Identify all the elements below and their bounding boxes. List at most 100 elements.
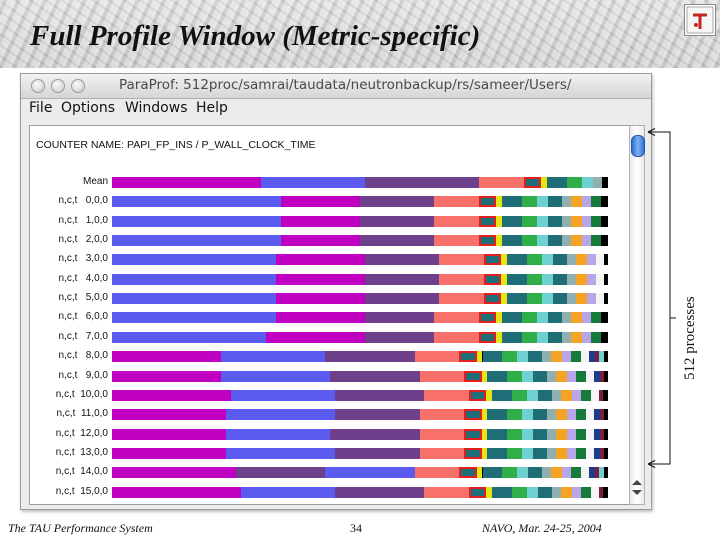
scroll-down-icon[interactable] xyxy=(632,490,642,495)
menu-options[interactable]: Options xyxy=(61,100,116,116)
scroll-thumb[interactable] xyxy=(631,135,645,157)
bar-segment[interactable] xyxy=(560,389,572,401)
bar-segment[interactable] xyxy=(464,370,482,382)
bar-segment[interactable] xyxy=(555,409,567,421)
bar-segment[interactable] xyxy=(537,215,548,227)
bar-segment[interactable] xyxy=(552,293,567,305)
profile-bar[interactable] xyxy=(112,428,608,440)
bar-segment[interactable] xyxy=(537,235,548,247)
bar-segment[interactable] xyxy=(598,389,603,401)
vertical-scrollbar[interactable] xyxy=(629,125,645,505)
bar-segment[interactable] xyxy=(459,467,477,479)
bar-segment[interactable] xyxy=(414,351,460,363)
bar-segment[interactable] xyxy=(547,235,562,247)
bar-segment[interactable] xyxy=(566,370,576,382)
bar-segment[interactable] xyxy=(595,273,604,285)
bar-segment[interactable] xyxy=(566,273,576,285)
bar-segment[interactable] xyxy=(502,215,523,227)
bar-segment[interactable] xyxy=(112,273,276,285)
bar-segment[interactable] xyxy=(330,428,420,440)
bar-segment[interactable] xyxy=(360,215,435,227)
bar-segment[interactable] xyxy=(552,254,567,266)
bar-segment[interactable] xyxy=(571,389,581,401)
bar-segment[interactable] xyxy=(502,312,523,324)
profile-bar[interactable] xyxy=(112,235,608,247)
bar-segment[interactable] xyxy=(590,389,599,401)
bar-segment[interactable] xyxy=(586,273,596,285)
profile-bar[interactable] xyxy=(112,389,608,401)
bar-segment[interactable] xyxy=(434,312,480,324)
bar-segment[interactable] xyxy=(575,293,587,305)
bar-segment[interactable] xyxy=(487,409,508,421)
zoom-icon[interactable] xyxy=(71,79,85,93)
bar-segment[interactable] xyxy=(566,428,576,440)
bar-segment[interactable] xyxy=(512,389,528,401)
bar-segment[interactable] xyxy=(533,428,547,440)
bar-segment[interactable] xyxy=(586,293,596,305)
bar-segment[interactable] xyxy=(487,428,508,440)
bar-segment[interactable] xyxy=(593,409,600,421)
bar-segment[interactable] xyxy=(598,351,604,363)
bar-segment[interactable] xyxy=(522,428,534,440)
bar-segment[interactable] xyxy=(112,428,227,440)
bar-segment[interactable] xyxy=(590,312,601,324)
bar-segment[interactable] xyxy=(236,467,326,479)
bar-segment[interactable] xyxy=(464,428,482,440)
bar-segment[interactable] xyxy=(112,331,266,343)
profile-bar[interactable] xyxy=(112,273,608,285)
bar-segment[interactable] xyxy=(570,235,582,247)
bar-segment[interactable] xyxy=(112,254,276,266)
bar-segment[interactable] xyxy=(419,409,465,421)
bar-segment[interactable] xyxy=(501,293,508,305)
bar-segment[interactable] xyxy=(481,370,488,382)
profile-bar[interactable] xyxy=(112,215,608,227)
bar-segment[interactable] xyxy=(496,215,503,227)
bar-segment[interactable] xyxy=(496,235,503,247)
bar-segment[interactable] xyxy=(581,177,593,188)
bar-segment[interactable] xyxy=(522,235,538,247)
bar-segment[interactable] xyxy=(561,351,571,363)
bar-segment[interactable] xyxy=(542,351,551,363)
bar-segment[interactable] xyxy=(575,273,587,285)
bar-segment[interactable] xyxy=(533,370,547,382)
bar-segment[interactable] xyxy=(594,351,599,363)
bar-segment[interactable] xyxy=(522,196,538,208)
bar-segment[interactable] xyxy=(360,235,435,247)
bar-segment[interactable] xyxy=(492,486,513,498)
bar-segment[interactable] xyxy=(434,235,480,247)
bar-segment[interactable] xyxy=(414,467,460,479)
bar-segment[interactable] xyxy=(547,215,562,227)
bar-segment[interactable] xyxy=(434,196,480,208)
bar-segment[interactable] xyxy=(542,293,553,305)
bar-segment[interactable] xyxy=(593,370,600,382)
bar-segment[interactable] xyxy=(575,409,586,421)
bar-segment[interactable] xyxy=(481,447,488,459)
bar-segment[interactable] xyxy=(595,293,604,305)
bar-segment[interactable] xyxy=(280,215,360,227)
bar-segment[interactable] xyxy=(507,428,523,440)
bar-segment[interactable] xyxy=(492,389,513,401)
bar-segment[interactable] xyxy=(522,370,534,382)
window-titlebar[interactable]: ParaProf: 512proc/samrai/taudata/neutron… xyxy=(21,74,651,99)
bar-segment[interactable] xyxy=(464,447,482,459)
bar-segment[interactable] xyxy=(593,428,600,440)
bar-segment[interactable] xyxy=(507,370,523,382)
bar-segment[interactable] xyxy=(575,370,586,382)
bar-segment[interactable] xyxy=(528,351,543,363)
bar-segment[interactable] xyxy=(546,447,556,459)
bar-segment[interactable] xyxy=(112,486,241,498)
bar-segment[interactable] xyxy=(364,254,440,266)
bar-segment[interactable] xyxy=(580,467,589,479)
bar-segment[interactable] xyxy=(599,370,604,382)
bar-segment[interactable] xyxy=(479,235,497,247)
bar-segment[interactable] xyxy=(538,389,552,401)
bar-segment[interactable] xyxy=(588,467,595,479)
bar-segment[interactable] xyxy=(482,467,503,479)
bar-segment[interactable] xyxy=(112,177,261,188)
bar-segment[interactable] xyxy=(221,351,326,363)
bar-segment[interactable] xyxy=(593,447,600,459)
bar-segment[interactable] xyxy=(419,447,465,459)
bar-segment[interactable] xyxy=(424,389,470,401)
bar-segment[interactable] xyxy=(221,370,331,382)
bar-segment[interactable] xyxy=(112,293,276,305)
